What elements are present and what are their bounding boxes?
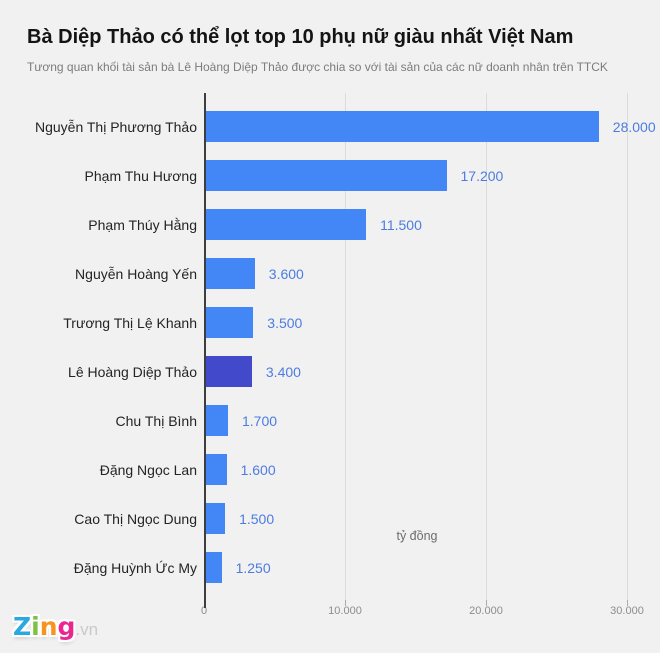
category-label: Lê Hoàng Diệp Thảo: [68, 363, 197, 380]
x-axis-tick: [345, 600, 346, 606]
chart-row: Cao Thị Ngọc Dung 1.500: [0, 494, 660, 543]
x-axis-tick-label: 30.000: [610, 605, 644, 617]
logo-letter: g: [57, 612, 76, 641]
chart-subtitle: Tương quan khối tài sản bà Lê Hoàng Diệp…: [27, 60, 608, 74]
zing-logo: Zing.vn: [13, 612, 98, 641]
chart-row: Nguyễn Thị Phương Thảo 28.000: [0, 102, 660, 151]
chart-row: Chu Thị Bình 1.700: [0, 396, 660, 445]
bar-track: 3.500: [204, 307, 660, 338]
bar-track: 3.400: [204, 356, 660, 387]
value-label: 17.200: [460, 167, 504, 184]
category-label: Nguyễn Thị Phương Thảo: [34, 118, 197, 135]
category-label: Phạm Thu Hương: [84, 167, 197, 184]
value-label: 3.600: [268, 265, 304, 282]
x-axis-tick: [627, 600, 628, 606]
y-axis-line: [204, 93, 206, 608]
chart-row: Nguyễn Hoàng Yến 3.600: [0, 249, 660, 298]
bar: [204, 209, 367, 240]
category-label: Trương Thị Lệ Khanh: [63, 314, 197, 331]
bar-track: 3.600: [204, 258, 660, 289]
bar-chart: Nguyễn Thị Phương Thảo 28.000 Phạm Thu Hươ…: [0, 93, 660, 653]
bar-track: 1.250: [204, 552, 660, 583]
bar-track: 1.500: [204, 503, 660, 534]
bar: [204, 405, 228, 436]
bar: [204, 454, 227, 485]
logo-letter: Z: [13, 612, 32, 641]
chart-row: Lê Hoàng Diệp Thảo 3.400: [0, 347, 660, 396]
chart-title: Bà Diệp Thảo có thể lọt top 10 phụ nữ gi…: [27, 26, 574, 48]
bar-track: 1.600: [204, 454, 660, 485]
value-label: 11.500: [380, 216, 422, 233]
bar: [204, 552, 222, 583]
bar: [204, 356, 252, 387]
logo-letter: n: [39, 612, 58, 641]
value-label: 28.000: [612, 118, 656, 135]
bar-track: 17.200: [204, 160, 660, 191]
value-label: 1.250: [235, 559, 271, 576]
bar: [204, 111, 599, 142]
chart-row: Phạm Thúy Hằng 11.500: [0, 200, 660, 249]
gridline: [486, 93, 487, 600]
bar-track: 11.500: [204, 209, 660, 240]
x-axis-tick-label: 0: [200, 605, 208, 617]
category-label: Cao Thị Ngọc Dung: [74, 510, 197, 527]
category-label: Đặng Ngọc Lan: [99, 461, 197, 478]
value-label: 3.500: [267, 314, 303, 331]
bar: [204, 258, 255, 289]
bar: [204, 307, 254, 338]
bar: [204, 160, 447, 191]
gridline: [627, 93, 628, 600]
logo-suffix: .vn: [75, 620, 99, 639]
value-label: 1.600: [240, 461, 276, 478]
bar-track: 1.700: [204, 405, 660, 436]
chart-row: Trương Thị Lệ Khanh 3.500: [0, 298, 660, 347]
category-label: Đặng Huỳnh Ức My: [73, 559, 197, 576]
chart-rows: Nguyễn Thị Phương Thảo 28.000 Phạm Thu Hươ…: [0, 102, 660, 592]
value-label: 1.700: [242, 412, 278, 429]
x-axis-tick: [486, 600, 487, 606]
x-axis-title: tỷ đồng: [396, 529, 438, 543]
value-label: 1.500: [239, 510, 275, 527]
x-axis-tick-label: 10.000: [328, 605, 362, 617]
chart-row: Phạm Thu Hương 17.200: [0, 151, 660, 200]
category-label: Phạm Thúy Hằng: [88, 216, 197, 233]
gridline: [345, 93, 346, 600]
category-label: Nguyễn Hoàng Yến: [75, 265, 197, 282]
bar: [204, 503, 226, 534]
chart-row: Đặng Ngọc Lan 1.600: [0, 445, 660, 494]
chart-row: Đặng Huỳnh Ức My 1.250: [0, 543, 660, 592]
bar-track: 28.000: [204, 111, 660, 142]
category-label: Chu Thị Bình: [115, 412, 197, 429]
logo-letter: i: [31, 612, 40, 641]
x-axis-tick-label: 20.000: [469, 605, 503, 617]
value-label: 3.400: [265, 363, 301, 380]
